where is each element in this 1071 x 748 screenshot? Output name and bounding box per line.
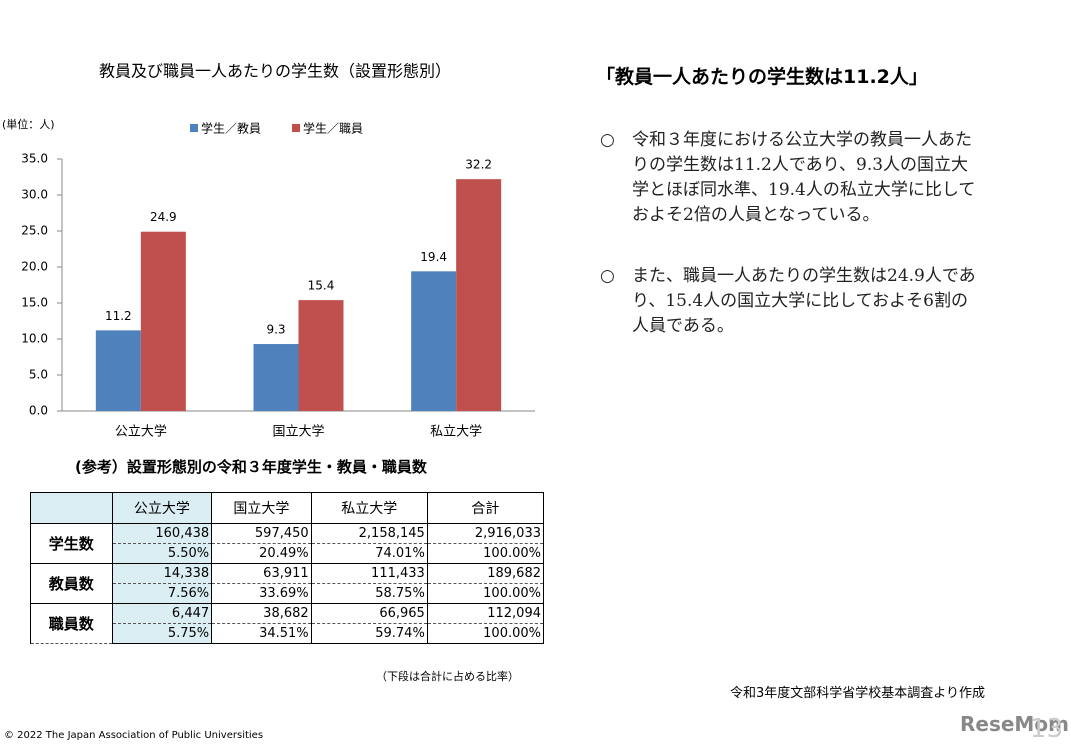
count-cell: 111,433 bbox=[310, 563, 428, 584]
bullet-line: りの学生数は11.2人であり、9.3人の国立大 bbox=[632, 155, 969, 175]
x-tick-label: 公立大学 bbox=[115, 424, 167, 440]
count-cell: 597,450 bbox=[211, 523, 312, 544]
bar bbox=[253, 344, 299, 411]
bullet-mark: ○ bbox=[600, 130, 615, 150]
corner-cell bbox=[30, 492, 113, 524]
y-tick-label: 20.0 bbox=[21, 260, 48, 274]
share-cell: 20.49% bbox=[211, 543, 312, 564]
share-row: 5.75% 34.51% 59.74% 100.00% bbox=[31, 623, 545, 644]
source: 令和3年度文部科学省学校基本調査より作成 bbox=[730, 686, 986, 701]
count-cell: 63,911 bbox=[211, 563, 312, 584]
bullet-mark: ○ bbox=[600, 266, 615, 286]
share-row: 5.50% 20.49% 74.01% 100.00% bbox=[31, 543, 545, 564]
y-tick-label: 35.0 bbox=[21, 152, 48, 166]
y-tick-label: 15.0 bbox=[21, 296, 48, 310]
legend-label: 学生／職員 bbox=[303, 121, 363, 136]
count-cell: 2,158,145 bbox=[310, 523, 428, 544]
legend-label: 学生／教員 bbox=[201, 121, 261, 136]
share-cell: 34.51% bbox=[211, 623, 312, 644]
x-tick-label: 私立大学 bbox=[430, 424, 482, 440]
count-cell: 2,916,033 bbox=[426, 523, 545, 544]
share-cell: 33.69% bbox=[211, 583, 312, 604]
value-label: 9.3 bbox=[266, 323, 285, 337]
bullet-line: およそ2倍の人員となっている。 bbox=[632, 205, 880, 225]
value-label: 19.4 bbox=[420, 250, 447, 264]
column-header: 合計 bbox=[426, 492, 545, 524]
table-title: (参考）設置形態別の令和３年度学生・教員・職員数 bbox=[75, 458, 427, 476]
y-tick-label: 0.0 bbox=[29, 404, 48, 418]
count-cell: 66,965 bbox=[310, 603, 428, 624]
value-label: 32.2 bbox=[465, 158, 492, 172]
bar bbox=[411, 271, 457, 411]
share-cell: 59.74% bbox=[310, 623, 428, 644]
watermark: ReseMom bbox=[960, 712, 1069, 736]
y-tick-label: 10.0 bbox=[21, 332, 48, 346]
chart-title: 教員及び職員一人あたりの学生数（設置形態別） bbox=[99, 62, 451, 81]
y-tick-label: 30.0 bbox=[21, 188, 48, 202]
bar bbox=[298, 300, 344, 411]
legend-marker bbox=[292, 124, 300, 132]
share-cell: 100.00% bbox=[426, 583, 545, 604]
table-note: （下段は合計に占める比率） bbox=[376, 670, 519, 683]
data-table: 公立大学 国立大学 私立大学 合計 学生数 160,438 597,450 2,158,145… bbox=[30, 492, 545, 644]
share-cell: 100.00% bbox=[426, 543, 545, 564]
share-cell: 100.00% bbox=[426, 623, 545, 644]
bullet-line: 人員である。 bbox=[632, 316, 734, 336]
x-tick-label: 国立大学 bbox=[272, 424, 324, 440]
bar bbox=[95, 330, 141, 411]
share-cell: 74.01% bbox=[310, 543, 428, 564]
column-header: 公立大学 bbox=[111, 492, 213, 524]
y-tick-label: 5.0 bbox=[29, 368, 48, 382]
share-cell: 5.50% bbox=[111, 543, 213, 564]
count-row: 職員数 6,447 38,682 66,965 112,094 bbox=[30, 603, 545, 644]
bar bbox=[456, 179, 502, 411]
value-label: 15.4 bbox=[308, 279, 335, 293]
page-number: 13 bbox=[1030, 714, 1064, 744]
bullet-line: 令和３年度における公立大学の教員一人あた bbox=[632, 130, 972, 150]
count-row: 学生数 160,438 597,450 2,158,145 2,916,033 bbox=[30, 523, 545, 564]
bullet-line: 学とほぼ同水準、19.4人の私立大学に比して bbox=[632, 180, 976, 200]
value-label: 24.9 bbox=[150, 210, 177, 224]
share-cell: 5.75% bbox=[111, 623, 213, 644]
y-tick-label: 25.0 bbox=[21, 224, 48, 238]
heading: 「教員一人あたりの学生数は11.2人」 bbox=[596, 66, 928, 88]
count-row: 教員数 14,338 63,911 111,433 189,682 bbox=[30, 563, 545, 604]
row-label: 職員数 bbox=[30, 603, 113, 644]
unit-label: (単位：人) bbox=[2, 117, 55, 131]
bar bbox=[140, 231, 186, 411]
share-cell: 7.56% bbox=[111, 583, 213, 604]
share-row: 7.56% 33.69% 58.75% 100.00% bbox=[31, 583, 545, 604]
count-cell: 189,682 bbox=[426, 563, 545, 584]
share-cell: 58.75% bbox=[310, 583, 428, 604]
count-cell: 6,447 bbox=[111, 603, 213, 624]
bullet-line: また、職員一人あたりの学生数は24.9人であ bbox=[632, 266, 976, 286]
legend-marker bbox=[190, 124, 198, 132]
bullet-line: り、15.4人の国立大学に比しておよそ6割の bbox=[632, 291, 968, 311]
column-header: 私立大学 bbox=[310, 492, 428, 524]
value-label: 11.2 bbox=[105, 309, 132, 323]
footer: © 2022 The Japan Association of Public U… bbox=[4, 730, 264, 741]
count-cell: 14,338 bbox=[111, 563, 213, 584]
count-cell: 38,682 bbox=[211, 603, 312, 624]
row-label: 学生数 bbox=[30, 523, 113, 564]
header-row: 公立大学 国立大学 私立大学 合計 bbox=[30, 492, 545, 524]
row-label: 教員数 bbox=[30, 563, 113, 604]
column-header: 国立大学 bbox=[211, 492, 312, 524]
chart: 教員及び職員一人あたりの学生数（設置形態別） (単位：人) 0.0 5.0 10.0… bbox=[2, 62, 535, 440]
count-cell: 112,094 bbox=[426, 603, 545, 624]
count-cell: 160,438 bbox=[111, 523, 213, 544]
